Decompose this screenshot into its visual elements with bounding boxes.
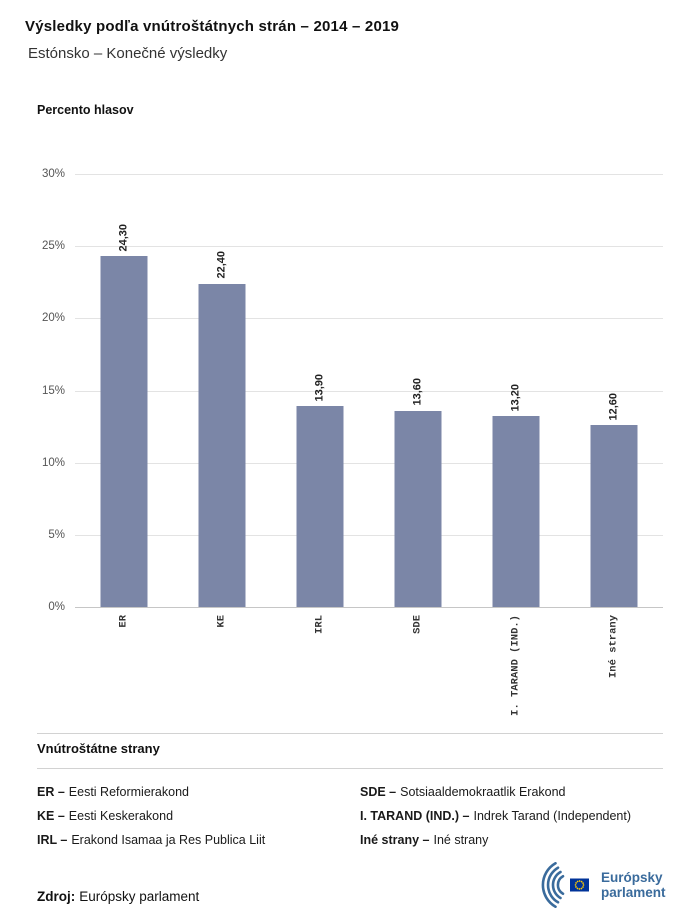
legend-item: ER – Eesti Reformierakond [37, 785, 265, 800]
ep-logo-text: Európsky parlament [601, 870, 666, 900]
x-label-slot: SDE [369, 607, 467, 725]
source-value: Európsky parlament [79, 889, 200, 904]
bar-value-label: 24,30 [117, 223, 130, 252]
x-axis-labels: ER KE IRL SDE I. TARAND (IND.) Iné strany [75, 607, 663, 725]
gridline [75, 607, 663, 608]
legend-abbr: IRL – [37, 833, 68, 847]
gridline [75, 534, 663, 536]
ep-logo: Európsky parlament [528, 862, 666, 908]
bar-slot: 13,60 [369, 174, 467, 607]
y-tick-label: 15% [41, 384, 65, 397]
gridline [75, 174, 663, 175]
bars-container: 24,30 22,40 13,90 13,60 13,20 12,60 [75, 174, 663, 607]
x-label-slot: IRL [271, 607, 369, 725]
gridline [75, 390, 663, 392]
bar-slot: 13,20 [467, 174, 565, 607]
ep-hemicycle-icon [541, 862, 589, 908]
legend-item: I. TARAND (IND.) – Indrek Tarand (Indepen… [360, 809, 631, 824]
x-category-label: KE [215, 615, 228, 628]
bar [198, 283, 246, 607]
legend-item: SDE – Sotsiaaldemokraatlik Erakond [360, 785, 631, 800]
legend-name: Eesti Reformierakond [68, 785, 189, 799]
gridline [75, 462, 663, 464]
legend-column-right: SDE – Sotsiaaldemokraatlik Erakond I. TAR… [360, 785, 631, 857]
source: Zdroj: Európsky parlament [37, 889, 199, 904]
y-tick-label: 20% [41, 312, 65, 325]
divider-bottom [37, 768, 663, 769]
legend-name: Eesti Keskerakond [68, 809, 174, 823]
legend-abbr: Iné strany – [360, 833, 430, 847]
bar-slot: 22,40 [173, 174, 271, 607]
x-category-label: ER [117, 615, 130, 628]
legend-column-left: ER – Eesti Reformierakond KE – Eesti Keske… [37, 785, 265, 857]
legend-name: Indrek Tarand (Independent) [473, 809, 632, 823]
x-category-label: IRL [313, 615, 326, 634]
bar [394, 410, 442, 607]
x-category-label: SDE [411, 615, 424, 634]
x-category-label: Iné strany [607, 615, 620, 679]
legend-item: Iné strany – Iné strany [360, 833, 631, 848]
legend-name: Iné strany [433, 833, 489, 847]
gridline [75, 246, 663, 248]
eu-flag-icon [570, 878, 589, 892]
bar-slot: 13,90 [271, 174, 369, 607]
bar-slot: 12,60 [565, 174, 663, 607]
x-label-slot: I. TARAND (IND.) [467, 607, 565, 725]
ep-logo-line2: parlament [601, 885, 666, 900]
page-subtitle: Estónsko – Konečné výsledky [28, 45, 228, 62]
bar [100, 256, 148, 607]
bar-value-label: 13,90 [313, 373, 326, 402]
y-tick-label: 25% [41, 240, 65, 253]
bar-slot: 24,30 [75, 174, 173, 607]
legend-name: Sotsiaaldemokraatlik Erakond [400, 785, 566, 799]
y-tick-label: 0% [48, 601, 65, 613]
bar [296, 406, 344, 607]
y-tick-label: 10% [41, 456, 65, 469]
legend-abbr: I. TARAND (IND.) – [360, 809, 470, 823]
y-axis-title: Percento hlasov [37, 103, 134, 117]
legend-name: Erakond Isamaa ja Res Publica Liit [71, 833, 266, 847]
chart-plot: 24,30 22,40 13,90 13,60 13,20 12,60 0% 5% 10% 15… [42, 168, 663, 613]
source-label: Zdroj: [37, 889, 76, 904]
divider-top [37, 733, 663, 734]
bar-value-label: 22,40 [215, 251, 228, 279]
legend-abbr: ER – [37, 785, 65, 799]
legend-heading: Vnútroštátne strany [37, 741, 160, 756]
y-tick-label: 30% [41, 168, 65, 180]
gridline [75, 318, 663, 320]
legend-abbr: SDE – [360, 785, 397, 799]
x-label-slot: KE [173, 607, 271, 725]
x-label-slot: Iné strany [565, 607, 663, 725]
eu-flag-stars [574, 880, 585, 890]
x-label-slot: ER [75, 607, 173, 725]
legend-item: IRL – Erakond Isamaa ja Res Publica Liit [37, 833, 265, 848]
bar [492, 416, 540, 607]
bar-value-label: 13,20 [509, 383, 522, 412]
ep-logo-line1: Európsky [601, 870, 663, 885]
page-title: Výsledky podľa vnútroštátnych strán – 20… [25, 18, 400, 35]
x-category-label: I. TARAND (IND.) [509, 615, 522, 716]
bar-value-label: 12,60 [607, 392, 620, 421]
legend-abbr: KE – [37, 809, 65, 823]
y-tick-label: 5% [48, 528, 65, 541]
legend-item: KE – Eesti Keskerakond [37, 809, 265, 824]
bar-value-label: 13,60 [411, 378, 424, 406]
bar [590, 425, 638, 607]
